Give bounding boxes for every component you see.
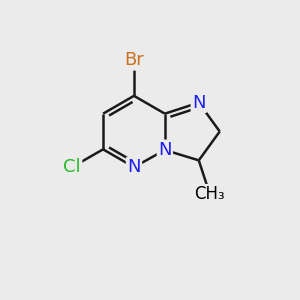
Text: Br: Br — [124, 51, 144, 69]
Text: N: N — [192, 94, 206, 112]
Text: N: N — [127, 158, 141, 176]
Text: N: N — [158, 141, 172, 159]
Text: CH₃: CH₃ — [194, 185, 225, 203]
Text: Cl: Cl — [63, 158, 81, 176]
